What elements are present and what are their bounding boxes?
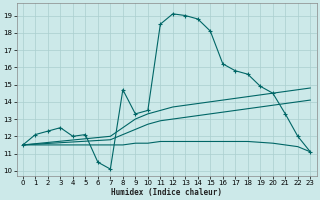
X-axis label: Humidex (Indice chaleur): Humidex (Indice chaleur) xyxy=(111,188,222,197)
